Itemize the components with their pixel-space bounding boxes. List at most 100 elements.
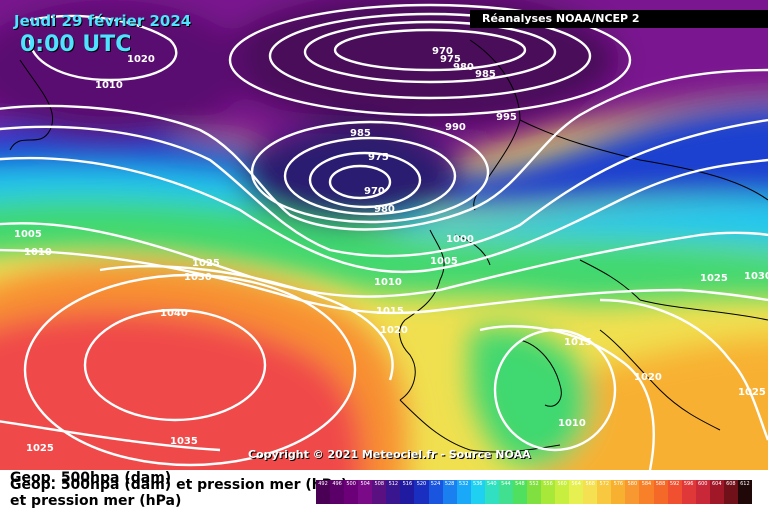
field-cyan bbox=[0, 158, 768, 249]
scale-value: 560 bbox=[557, 481, 567, 487]
scale-value: 584 bbox=[641, 481, 652, 487]
isobar-label: 1005 bbox=[430, 256, 458, 267]
isobar-label: 1025 bbox=[738, 387, 766, 398]
scale-cell: 496 bbox=[330, 480, 345, 504]
isobar-label: 970 bbox=[432, 46, 453, 57]
isobar-label: 985 bbox=[350, 128, 371, 139]
isobar-label: 1010 bbox=[24, 247, 52, 258]
isobar-label: 1020 bbox=[127, 54, 155, 65]
source-banner: Réanalyses NOAA/NCEP 2 bbox=[470, 10, 768, 28]
scale-value: 500 bbox=[346, 481, 356, 487]
scale-cell: 584 bbox=[639, 480, 654, 504]
scale-value: 516 bbox=[402, 481, 413, 487]
scale-cell: 552 bbox=[526, 480, 541, 504]
scale-value: 512 bbox=[388, 481, 399, 487]
scale-cell: 568 bbox=[583, 480, 598, 504]
scale-cell: 600 bbox=[695, 480, 710, 504]
scale-value: 564 bbox=[571, 481, 581, 487]
scale-value: 576 bbox=[613, 481, 624, 487]
isobar-label: 1030 bbox=[184, 272, 212, 283]
scale-cell: 492 bbox=[316, 480, 331, 504]
scale-value: 528 bbox=[444, 481, 455, 487]
scale-cell: 528 bbox=[442, 480, 457, 504]
field-blue bbox=[0, 103, 768, 208]
scale-value: 532 bbox=[458, 481, 469, 487]
scale-value: 544 bbox=[501, 481, 511, 487]
scale-value: 572 bbox=[599, 481, 610, 487]
reanalysis-map: 1020 1010 970 975 980 985 995 985 990 97… bbox=[0, 0, 768, 470]
isobar-label: 1025 bbox=[700, 273, 728, 284]
scale-value: 568 bbox=[585, 481, 595, 487]
field-green bbox=[0, 193, 768, 303]
scale-cell: 596 bbox=[681, 480, 696, 504]
isobar-label: 980 bbox=[374, 204, 395, 215]
scale-cell: 504 bbox=[358, 480, 373, 504]
isobar-label: 1005 bbox=[14, 229, 42, 240]
scale-cell: 588 bbox=[653, 480, 668, 504]
scale-value: 492 bbox=[318, 481, 328, 487]
isobar-label: 970 bbox=[364, 186, 385, 197]
isobar-label: 990 bbox=[445, 122, 466, 133]
scale-cell: 556 bbox=[541, 480, 556, 504]
isobar-label: 1020 bbox=[634, 372, 662, 383]
scale-value: 596 bbox=[683, 481, 694, 487]
isobar-label: 995 bbox=[496, 112, 517, 123]
scale-cell: 576 bbox=[611, 480, 626, 504]
scale-cell: 516 bbox=[400, 480, 415, 504]
isobar-label: 1035 bbox=[170, 436, 198, 447]
scale-cell: 564 bbox=[569, 480, 584, 504]
scale-value: 608 bbox=[726, 481, 736, 487]
scale-value: 520 bbox=[416, 481, 427, 487]
scale-value: 548 bbox=[515, 481, 525, 487]
scale-value: 496 bbox=[332, 481, 342, 487]
isobar-label: 1020 bbox=[380, 325, 408, 336]
scale-value: 540 bbox=[487, 481, 497, 487]
scale-cell: 604 bbox=[709, 480, 724, 504]
isobar-label: 1010 bbox=[558, 418, 586, 429]
scale-value: 524 bbox=[430, 481, 441, 487]
scale-cell: 612 bbox=[737, 480, 752, 504]
isobar-label: 975 bbox=[440, 54, 461, 65]
field-red bbox=[0, 311, 364, 470]
isobar-label: 1010 bbox=[374, 277, 402, 288]
scale-value: 504 bbox=[360, 481, 370, 487]
isobars bbox=[0, 3, 768, 470]
scale-cell: 592 bbox=[667, 480, 682, 504]
scale-value: 612 bbox=[740, 481, 750, 487]
isobar-label: 1010 bbox=[95, 80, 123, 91]
scale-cell: 560 bbox=[555, 480, 570, 504]
scale-value: 508 bbox=[374, 481, 385, 487]
legend-title-pressure: et pression mer (hPa) bbox=[10, 493, 182, 509]
scale-value: 580 bbox=[627, 481, 638, 487]
scale-value: 588 bbox=[655, 481, 666, 487]
isobar-label: 1030 bbox=[744, 271, 768, 282]
geopotential-field bbox=[0, 0, 768, 470]
isobar-label: 975 bbox=[368, 152, 389, 163]
scale-value: 600 bbox=[697, 481, 708, 487]
map-date: Jeudi 29 février 2024 bbox=[14, 12, 192, 30]
isobar-label: 1015 bbox=[376, 306, 404, 317]
scale-value: 552 bbox=[529, 481, 539, 487]
scale-cell: 512 bbox=[386, 480, 401, 504]
scale-cell: 524 bbox=[428, 480, 443, 504]
isobar-label: 1015 bbox=[564, 337, 592, 348]
isobar-labels: 1020 1010 970 975 980 985 995 985 990 97… bbox=[14, 46, 768, 454]
scale-cell: 548 bbox=[512, 480, 527, 504]
scale-cell: 520 bbox=[414, 480, 429, 504]
scale-cell: 532 bbox=[456, 480, 471, 504]
field-low-center bbox=[240, 125, 460, 225]
isobar-label: 980 bbox=[453, 62, 474, 73]
isobar-label: 1000 bbox=[446, 234, 474, 245]
scale-cell: 544 bbox=[498, 480, 513, 504]
scale-value: 556 bbox=[543, 481, 553, 487]
scale-cell: 608 bbox=[723, 480, 738, 504]
legend-title-geop-overlay: Geop. 500hpa (dam) et pression mer (hPa) bbox=[10, 477, 348, 493]
scale-cell: 580 bbox=[625, 480, 640, 504]
copyright-notice: Copyright © 2021 Meteociel.fr - Source N… bbox=[248, 448, 531, 461]
scale-value: 604 bbox=[712, 481, 722, 487]
legend-title-geop: Geop. 500hpa (dam) bbox=[10, 470, 172, 486]
color-scale: 492 496 500 504 508 512 516 520 524 528 532 536 540 5… bbox=[316, 480, 752, 504]
scale-cell: 536 bbox=[470, 480, 485, 504]
isobar-label: 1025 bbox=[26, 443, 54, 454]
